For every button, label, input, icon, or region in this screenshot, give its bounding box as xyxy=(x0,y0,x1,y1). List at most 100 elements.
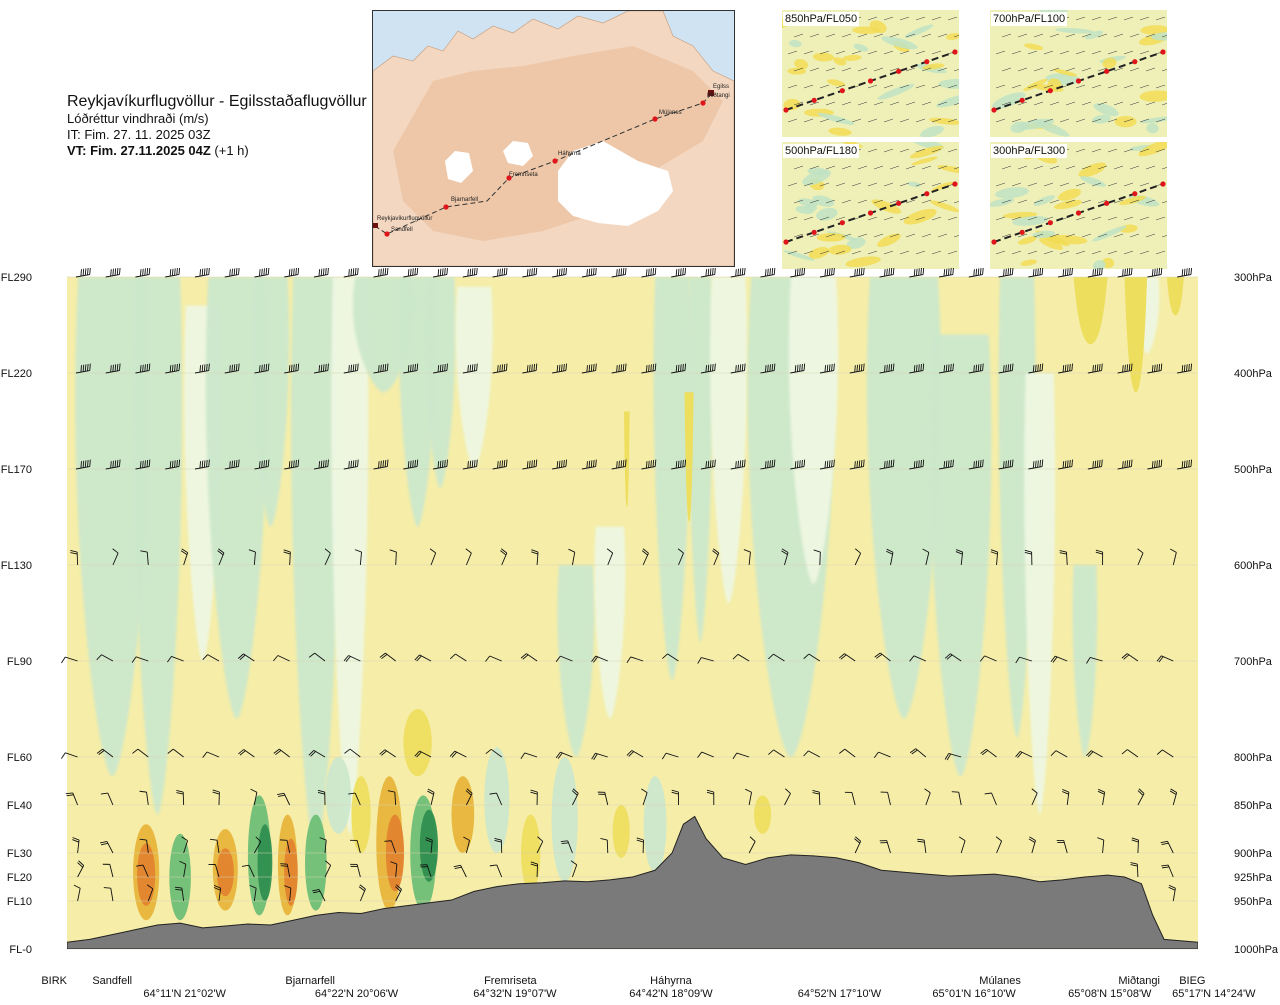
barb-flag xyxy=(132,748,139,754)
barb-flag xyxy=(769,364,771,372)
barb-flag xyxy=(322,268,325,276)
mini-barb xyxy=(1081,67,1092,72)
mini-barb xyxy=(1043,50,1054,55)
mini-barb xyxy=(1129,165,1140,170)
barb-staff xyxy=(65,656,78,662)
mini-map-700-field xyxy=(990,10,1167,137)
barb-flag xyxy=(476,459,478,467)
barb-staff xyxy=(419,654,432,662)
wind-barb xyxy=(343,363,359,374)
barb-flag xyxy=(801,363,803,371)
barb-flag xyxy=(139,790,147,793)
barb-flag xyxy=(661,752,667,760)
barb-flag xyxy=(1121,749,1128,755)
barb-flag xyxy=(1128,268,1131,275)
barb-flag xyxy=(947,364,950,372)
barb-flag xyxy=(535,363,538,371)
barb-staff xyxy=(433,274,447,278)
barb-staff xyxy=(135,274,150,278)
waypoint-label: Sandfell xyxy=(92,975,132,987)
mini-field-blob xyxy=(1055,27,1094,34)
barb-staff xyxy=(373,370,388,374)
barb-flag xyxy=(280,863,288,865)
mini-barb xyxy=(1011,250,1022,255)
wind-barb xyxy=(139,790,149,806)
barb-staff xyxy=(1172,888,1176,902)
barb-flag xyxy=(1131,839,1139,843)
map-label-midtangi: Miðtangi xyxy=(707,92,730,99)
mini-barb xyxy=(937,33,948,38)
wind-barb xyxy=(568,548,576,566)
mini-barb xyxy=(819,50,830,55)
wind-barb xyxy=(520,752,538,759)
barb-flag xyxy=(675,365,678,373)
wind-barb xyxy=(1137,788,1145,806)
mini-barb xyxy=(819,182,830,187)
barb-flag xyxy=(116,363,119,371)
wind-barb xyxy=(103,887,114,902)
mini-field-blob xyxy=(1093,103,1119,117)
barb-flag xyxy=(533,459,536,467)
barb-staff xyxy=(72,792,79,806)
barb-flag xyxy=(771,363,774,371)
wind-barb xyxy=(179,860,187,878)
mini-barb xyxy=(995,84,1006,89)
wind-barb xyxy=(760,459,776,470)
mini-route-point xyxy=(839,88,845,94)
barb-flag xyxy=(449,653,456,660)
wind-barb xyxy=(1028,459,1044,470)
barb-flag xyxy=(446,363,448,371)
barb-staff xyxy=(501,552,508,566)
wind-barb xyxy=(938,363,954,374)
mini-barb xyxy=(835,216,846,221)
barb-flag xyxy=(350,268,353,276)
barb-staff xyxy=(172,748,184,758)
barb-staff xyxy=(324,552,331,566)
barb-flag xyxy=(799,268,801,276)
barb-staff xyxy=(641,370,656,374)
mini-barb xyxy=(819,84,830,89)
barb-staff xyxy=(1058,370,1072,374)
barb-flag xyxy=(595,363,597,371)
barb-flag xyxy=(116,268,119,275)
barb-staff xyxy=(571,864,578,878)
wind-barb xyxy=(838,748,856,758)
mini-barb xyxy=(1107,84,1118,89)
barb-flag xyxy=(80,269,82,277)
pressure-axis: 300hPa400hPa500hPa600hPa700hPa800hPa850h… xyxy=(1234,272,1279,956)
barb-staff xyxy=(736,752,750,758)
mini-barb xyxy=(1065,233,1076,238)
wind-barb xyxy=(462,459,478,470)
barb-flag xyxy=(913,461,916,469)
mini-field-blob xyxy=(1017,236,1037,245)
barb-flag xyxy=(648,460,650,468)
wind-barb xyxy=(730,268,746,278)
wind-barb xyxy=(210,838,220,854)
barb-flag xyxy=(600,838,608,841)
barb-flag xyxy=(743,549,751,553)
mini-field-blob xyxy=(1053,200,1083,210)
barb-flag xyxy=(803,750,809,757)
barb-flag xyxy=(139,269,142,277)
barb-flag xyxy=(322,460,325,468)
pressure-tick-label: 950hPa xyxy=(1234,896,1273,908)
barb-staff xyxy=(373,274,388,278)
barb-flag xyxy=(489,864,497,867)
mountain-wave-20 xyxy=(351,776,371,853)
glacier-vatnajokull xyxy=(558,141,673,226)
barb-staff xyxy=(430,840,433,854)
barb-flag xyxy=(618,268,620,276)
barb-flag xyxy=(1122,461,1124,469)
barb-staff xyxy=(880,652,891,662)
barb-flag xyxy=(174,460,176,468)
mini-barb xyxy=(787,182,798,187)
barb-staff xyxy=(1087,274,1102,278)
barb-flag xyxy=(1062,461,1065,469)
barb-staff xyxy=(819,370,834,374)
barb-flag xyxy=(955,551,963,555)
wind-barb xyxy=(611,268,627,278)
mini-barb xyxy=(793,199,804,204)
barb-flag xyxy=(952,268,954,275)
pressure-tick-label: 800hPa xyxy=(1234,752,1273,764)
mini-barb xyxy=(1027,182,1038,187)
